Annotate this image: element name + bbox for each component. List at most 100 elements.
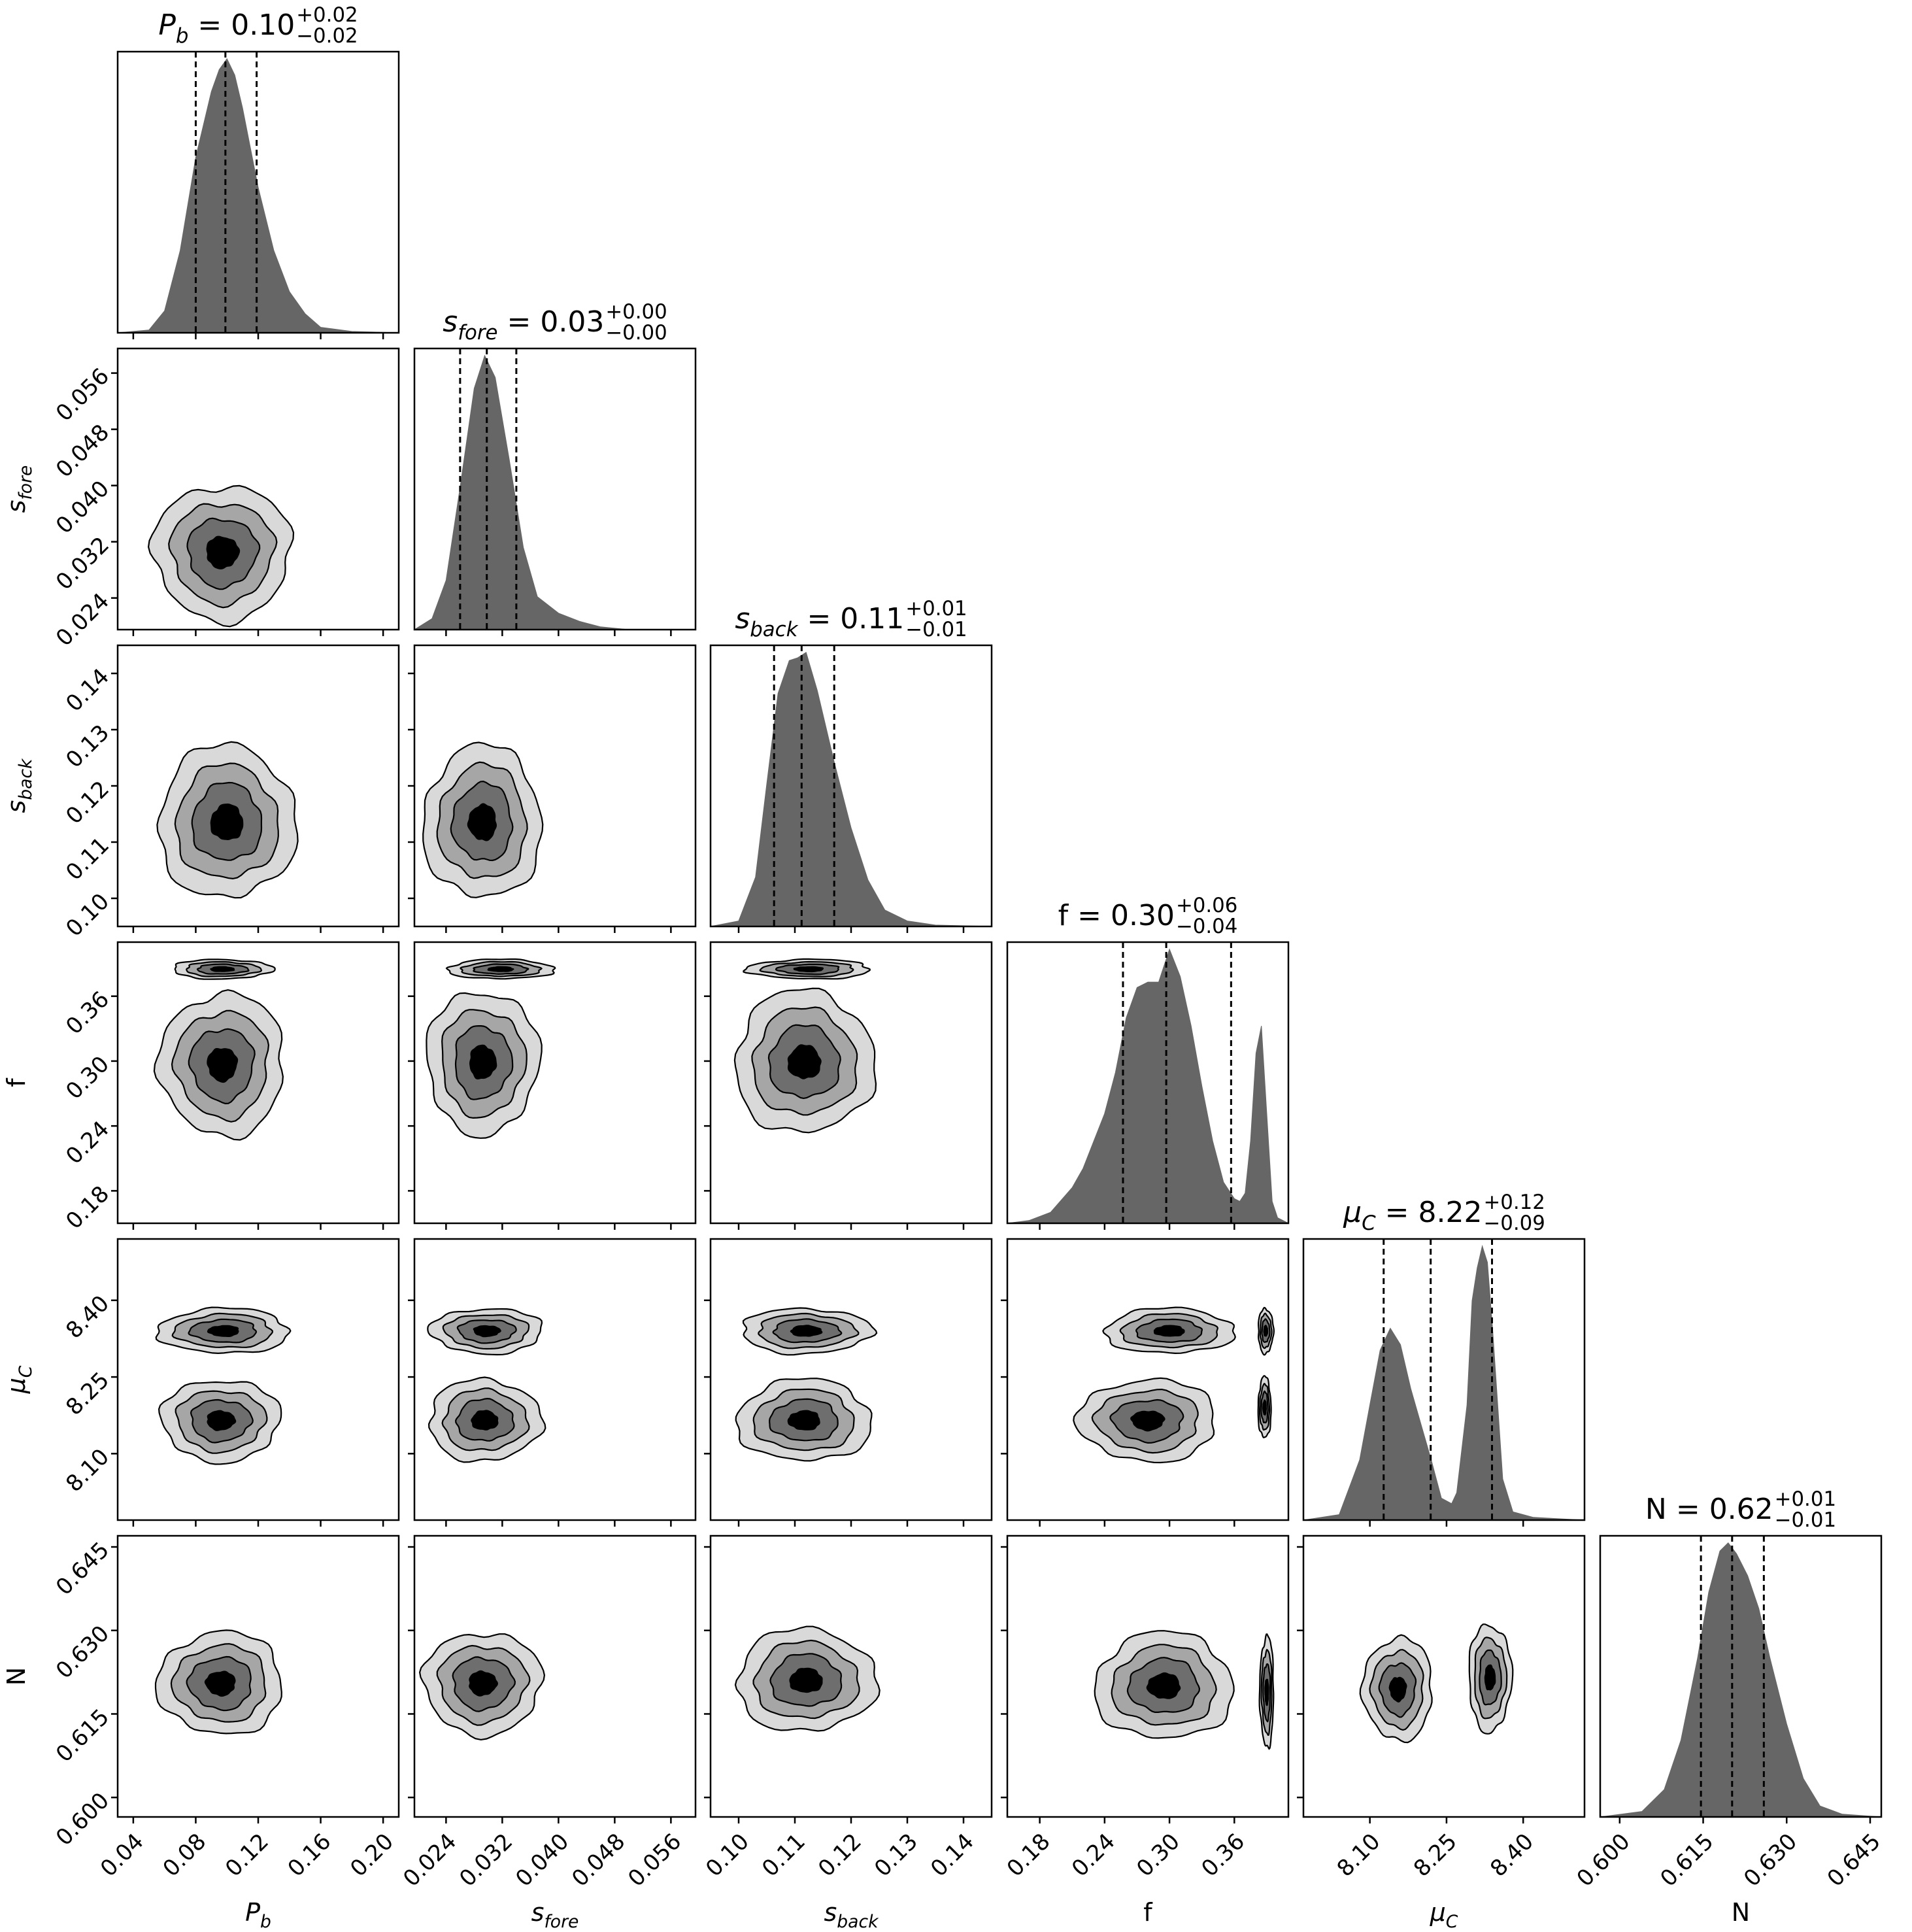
joint-panel-sback-f: [709, 941, 993, 1225]
panel-frame: [709, 1238, 993, 1521]
title-value: 0.10: [231, 8, 295, 42]
x-axis-label-n: N: [1732, 1898, 1750, 1927]
marginal-panel-sfore: [413, 347, 697, 631]
ticks-4-5: [1297, 1546, 1524, 1823]
ticks-3-5: [1001, 1546, 1235, 1823]
histogram-n: [1600, 1542, 1882, 1818]
x-axis-label-f: f: [1143, 1898, 1153, 1927]
x-tick-label-pb: 0.12: [220, 1829, 274, 1882]
x-tick-label-sback: 0.13: [869, 1829, 923, 1882]
title-lhs: s: [735, 602, 750, 636]
contour-muc-n-0-3: [1388, 1676, 1407, 1703]
title-lhs-sub: b: [176, 24, 189, 48]
contour-sfore-muc-0-3: [473, 1325, 501, 1338]
ticks-1-2: [408, 672, 672, 933]
title-plus-sfore: +0.00: [605, 300, 667, 324]
x-tick-label-pb: 0.04: [95, 1829, 149, 1882]
histogram-pb: [117, 58, 399, 333]
marginal-panel-pb: [116, 50, 400, 334]
contour-sback-muc-0-3: [790, 1325, 823, 1337]
x-tick-label-f: 0.24: [1067, 1829, 1120, 1882]
x-axis-label-pb-sub: b: [260, 1912, 271, 1932]
x-tick-label-sfore: 0.024: [398, 1829, 461, 1892]
title-minus-pb: −0.02: [296, 24, 358, 48]
x-tick-label-sback: 0.14: [926, 1829, 979, 1882]
marginal-panel-muc: [1302, 1238, 1586, 1521]
title-f: f = 0.30: [1058, 899, 1175, 932]
title-plus-f: +0.06: [1176, 894, 1237, 917]
ticks-0-1: [111, 372, 384, 636]
x-tick-label-pb: 0.08: [158, 1829, 212, 1882]
panel-frame: [413, 1534, 697, 1818]
x-tick-label-muc: 8.10: [1332, 1829, 1386, 1882]
x-tick-label-f: 0.18: [1002, 1829, 1056, 1882]
x-axis-label-pb: Pb: [245, 1898, 271, 1932]
contour-pb-f-0-3: [207, 1047, 239, 1083]
y-tick-label-sback: 0.14: [61, 664, 114, 717]
joint-panel-f-muc: [1006, 1238, 1290, 1521]
x-tick-label-muc: 8.25: [1409, 1829, 1462, 1882]
y-tick-label-sfore: 0.032: [51, 532, 114, 595]
x-tick-label-n: 0.600: [1572, 1829, 1635, 1892]
ticks-4-4: [1369, 1520, 1524, 1527]
y-axis-label-sfore-sub: fore: [16, 466, 36, 500]
x-tick-label-pb: 0.20: [345, 1829, 399, 1882]
y-axis-label-f-base: f: [2, 1077, 31, 1087]
y-axis-label-f: f: [2, 1077, 31, 1087]
ticks-5-5: [1618, 1817, 1871, 1823]
y-tick-label-sback: 0.10: [61, 889, 114, 942]
x-axis-label-pb-base: P: [245, 1898, 260, 1927]
title-muc: μC = 8.22: [1343, 1196, 1482, 1235]
contour-sback-muc-1-3: [787, 1410, 820, 1431]
y-tick-label-sfore: 0.056: [51, 363, 114, 426]
x-tick-label-f: 0.30: [1132, 1829, 1185, 1882]
y-axis-label-n-base: N: [2, 1667, 31, 1686]
contour-pb-sfore-0-3: [206, 535, 241, 569]
ticks-0-4: [111, 1299, 384, 1527]
joint-panel-sback-n: [709, 1534, 993, 1818]
contour-sfore-f-1-3: [487, 966, 514, 972]
x-tick-label-muc: 8.40: [1485, 1829, 1539, 1882]
panel-frame: [413, 941, 697, 1225]
title-lhs-sub: fore: [458, 321, 497, 345]
joint-panel-sfore-n: [413, 1534, 697, 1818]
contour-f-n-0-3: [1146, 1672, 1181, 1699]
panel-frame: [1006, 1534, 1290, 1818]
y-axis-label-muc: μC: [2, 1365, 36, 1394]
y-tick-label-n: 0.600: [51, 1788, 114, 1851]
contour-sfore-f-0-3: [469, 1044, 497, 1080]
x-tick-label-f: 0.36: [1196, 1829, 1250, 1882]
y-axis-label-sback: sback: [2, 758, 36, 813]
histogram-f: [1007, 948, 1289, 1224]
title-minus-sfore: −0.00: [605, 321, 667, 345]
y-tick-label-n: 0.630: [51, 1621, 114, 1684]
y-tick-label-f: 0.30: [61, 1051, 114, 1105]
ticks-0-3: [111, 995, 384, 1230]
panel-frame: [1599, 1534, 1883, 1818]
contour-pb-f-1-3: [210, 966, 235, 972]
histogram-sback: [710, 652, 992, 927]
x-tick-label-sfore: 0.040: [511, 1829, 574, 1892]
y-tick-label-sback: 0.11: [61, 832, 114, 886]
y-axis-label-sback-sub: back: [16, 758, 36, 800]
panel-frame: [413, 1238, 697, 1521]
title-n: N = 0.62: [1645, 1493, 1773, 1526]
x-tick-label-sfore: 0.048: [567, 1829, 630, 1892]
title-value: 0.03: [540, 305, 604, 339]
joint-panel-pb-sfore: [116, 347, 400, 631]
contour-f-muc-2-3: [1263, 1325, 1269, 1337]
ticks-0-5: [111, 1546, 384, 1823]
contour-f-muc-1-3: [1130, 1410, 1166, 1432]
ticks-3-3: [1039, 1223, 1235, 1230]
title-minus-f: −0.04: [1176, 915, 1237, 938]
joint-panel-sfore-sback: [413, 644, 697, 928]
contour-sback-f-0-3: [787, 1044, 822, 1079]
panel-frame: [116, 1238, 400, 1521]
ticks-1-1: [445, 630, 672, 636]
contour-sfore-muc-1-3: [471, 1410, 499, 1431]
title-minus-sback: −0.01: [905, 618, 967, 641]
y-tick-label-muc: 8.40: [61, 1291, 114, 1344]
ticks-2-5: [704, 1546, 965, 1823]
panels-layer: [111, 50, 1883, 1823]
joint-panel-muc-n: [1302, 1534, 1586, 1818]
